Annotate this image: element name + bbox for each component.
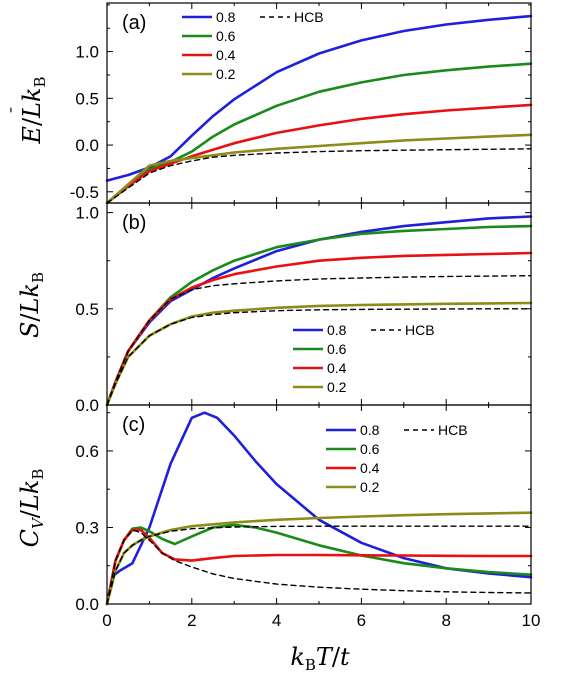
x-tick-label: 10 — [522, 611, 541, 630]
plot-frame — [106, 2, 532, 204]
legend-label: HCB — [438, 422, 468, 438]
x-tick-label: 2 — [187, 611, 196, 630]
panel-a: -0.5 0.0 0.5 1.0 (a) 0.8 0.6 0.4 0.2 HCB — [70, 2, 533, 205]
series-line-hcb-4 — [106, 275, 532, 406]
xlabel-temperature: kBT/t — [290, 643, 350, 674]
y-tick-label: 0.0 — [75, 595, 99, 614]
panel-b: 0.0 0.5 1.0 (b) 0.8 0.6 0.4 0.2 HCB — [75, 202, 533, 415]
legend-label: 0.8 — [216, 9, 236, 25]
legend: 0.8 0.6 0.4 0.2 HCB — [293, 322, 435, 395]
y-tick-label: 0.5 — [75, 300, 99, 319]
ylabel-entropy: S/LkB — [16, 272, 47, 338]
series-line-hcb-5 — [106, 529, 532, 605]
legend-label: 0.6 — [216, 28, 236, 44]
legend-label: 0.8 — [327, 322, 347, 338]
legend-label: 0.4 — [360, 460, 380, 476]
panel-label: (a) — [122, 12, 146, 34]
series-line-hcb-5 — [106, 308, 532, 406]
x-tick-label: 8 — [441, 611, 450, 630]
y-tick-label: -0.5 — [70, 183, 99, 202]
y-tick-label: 0.3 — [75, 518, 99, 537]
panels: -0.5 0.0 0.5 1.0 (a) 0.8 0.6 0.4 0.2 HCB 0.0 0.5 1.0… — [70, 2, 541, 630]
series-line-0.4-2 — [105, 103, 533, 205]
legend-label: 0.6 — [327, 341, 347, 357]
panel-label: (c) — [122, 414, 145, 436]
x-tick-label: 4 — [272, 611, 281, 630]
series-line-0.2-3 — [105, 133, 533, 205]
legend-label: 0.2 — [216, 66, 236, 82]
x-tick-label: 0 — [102, 611, 111, 630]
legend-label: 0.8 — [360, 422, 380, 438]
y-tick-label: 0.0 — [75, 396, 99, 415]
x-tick-label: 6 — [357, 611, 366, 630]
y-tick-label: 0.6 — [75, 442, 99, 461]
legend-label: 0.2 — [360, 479, 380, 495]
legend-label: 0.6 — [360, 441, 380, 457]
series-line-0.8-0 — [105, 215, 533, 407]
panel-label: (b) — [122, 212, 146, 234]
series-line-hcb-4 — [106, 148, 532, 204]
legend-label: 0.2 — [327, 379, 347, 395]
ylabel-heat-capacity: CV/LkB — [16, 469, 47, 548]
y-tick-label: 0.0 — [75, 136, 99, 155]
series-line-0.8-0 — [105, 14, 533, 182]
legend: 0.8 0.6 0.4 0.2 HCB — [182, 9, 324, 82]
panel-c: 0.0 0.3 0.6 0 2 4 6 8 10 (c) 0.8 0.6 0.4 0.2 HCB — [75, 404, 541, 630]
legend: 0.8 0.6 0.4 0.2 HCB — [326, 422, 468, 495]
y-tick-label: 0.5 — [75, 89, 99, 108]
series-line-0.6-1 — [105, 224, 533, 407]
y-tick-label: 1.0 — [75, 204, 99, 223]
series-line-hcb-4 — [106, 525, 532, 605]
series-line-0.2-3 — [105, 301, 533, 407]
legend-label: 0.4 — [327, 360, 347, 376]
series-line-0.6-1 — [105, 62, 533, 205]
ylabel-energy-bar: ¯ — [7, 106, 26, 114]
legend-label: HCB — [294, 9, 324, 25]
y-tick-label: 1.0 — [75, 43, 99, 62]
series-line-0.4-2 — [105, 251, 533, 407]
ylabel-energy: E/LkB — [18, 76, 49, 144]
legend-label: 0.4 — [216, 47, 236, 63]
legend-label: HCB — [405, 322, 435, 338]
series-line-0.8-0 — [105, 411, 533, 606]
